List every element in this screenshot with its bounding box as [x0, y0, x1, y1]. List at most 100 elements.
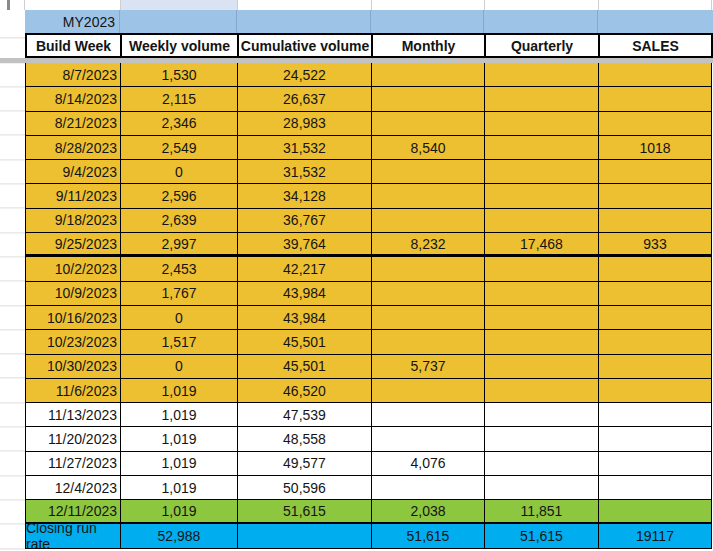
- monthly-cell[interactable]: [372, 282, 485, 305]
- closing-label-cell[interactable]: Closing run rate: [26, 524, 121, 548]
- cumulative-volume-cell[interactable]: 45,501: [238, 355, 372, 378]
- sales-cell[interactable]: [599, 330, 712, 353]
- column-header-cumulative-volume[interactable]: Cumulative volume: [239, 35, 373, 56]
- quarterly-cell[interactable]: [485, 452, 599, 475]
- column-header-weekly-volume[interactable]: Weekly volume: [122, 35, 239, 56]
- cumulative-volume-cell[interactable]: 48,558: [238, 427, 372, 450]
- weekly-volume-cell[interactable]: 2,549: [121, 136, 238, 159]
- cumulative-volume-cell[interactable]: 43,984: [238, 282, 372, 305]
- build-week-cell[interactable]: 12/4/2023: [26, 476, 121, 499]
- weekly-volume-cell[interactable]: 0: [121, 306, 238, 329]
- sales-cell[interactable]: [599, 306, 712, 329]
- weekly-volume-cell[interactable]: 1,019: [121, 500, 238, 521]
- quarterly-cell[interactable]: [485, 112, 599, 135]
- build-week-cell[interactable]: 10/23/2023: [26, 330, 121, 353]
- sales-cell[interactable]: [599, 500, 712, 521]
- monthly-cell[interactable]: [372, 160, 485, 183]
- monthly-cell[interactable]: [372, 87, 485, 110]
- weekly-volume-cell[interactable]: 2,346: [121, 112, 238, 135]
- quarterly-cell[interactable]: [485, 282, 599, 305]
- quarterly-cell[interactable]: [485, 306, 599, 329]
- sales-cell[interactable]: [599, 355, 712, 378]
- quarterly-cell[interactable]: [485, 355, 599, 378]
- title-cell-empty[interactable]: [484, 10, 598, 33]
- build-week-cell[interactable]: 11/27/2023: [26, 452, 121, 475]
- cumulative-volume-cell[interactable]: 31,532: [238, 136, 372, 159]
- sales-cell[interactable]: [599, 112, 712, 135]
- weekly-volume-cell[interactable]: 1,019: [121, 427, 238, 450]
- weekly-volume-cell[interactable]: 1,019: [121, 403, 238, 426]
- sales-cell[interactable]: [599, 160, 712, 183]
- build-week-cell[interactable]: 9/4/2023: [26, 160, 121, 183]
- cumulative-volume-cell[interactable]: 24,522: [238, 63, 372, 86]
- title-cell-empty[interactable]: [598, 10, 711, 33]
- weekly-volume-cell[interactable]: 1,019: [121, 476, 238, 499]
- column-header-sales[interactable]: SALES: [600, 35, 713, 56]
- column-header-monthly[interactable]: Monthly: [373, 35, 486, 56]
- closing-monthly-cell[interactable]: 51,615: [372, 524, 485, 548]
- weekly-volume-cell[interactable]: 1,517: [121, 330, 238, 353]
- monthly-cell[interactable]: [372, 306, 485, 329]
- build-week-cell[interactable]: 11/6/2023: [26, 379, 121, 402]
- cumulative-volume-cell[interactable]: 43,984: [238, 306, 372, 329]
- monthly-cell[interactable]: 4,076: [372, 452, 485, 475]
- cumulative-volume-cell[interactable]: 50,596: [238, 476, 372, 499]
- build-week-cell[interactable]: 10/16/2023: [26, 306, 121, 329]
- build-week-cell[interactable]: 8/7/2023: [26, 63, 121, 86]
- monthly-cell[interactable]: [372, 184, 485, 207]
- weekly-volume-cell[interactable]: 2,115: [121, 87, 238, 110]
- sales-cell[interactable]: [599, 452, 712, 475]
- quarterly-cell[interactable]: [485, 257, 599, 280]
- sales-cell[interactable]: [599, 87, 712, 110]
- monthly-cell[interactable]: [372, 257, 485, 280]
- build-week-cell[interactable]: 8/28/2023: [26, 136, 121, 159]
- quarterly-cell[interactable]: [485, 160, 599, 183]
- cumulative-volume-cell[interactable]: 34,128: [238, 184, 372, 207]
- quarterly-cell[interactable]: [485, 184, 599, 207]
- sales-cell[interactable]: [599, 427, 712, 450]
- build-week-cell[interactable]: 12/11/2023: [26, 500, 121, 521]
- column-header-build-week[interactable]: Build Week: [27, 35, 122, 56]
- monthly-cell[interactable]: [372, 209, 485, 232]
- monthly-cell[interactable]: 2,038: [372, 500, 485, 521]
- closing-quarterly-cell[interactable]: 51,615: [485, 524, 599, 548]
- sales-cell[interactable]: [599, 403, 712, 426]
- cumulative-volume-cell[interactable]: 51,615: [238, 500, 372, 521]
- cumulative-volume-cell[interactable]: 26,637: [238, 87, 372, 110]
- sales-cell[interactable]: [599, 282, 712, 305]
- closing-sales-cell[interactable]: 19117: [599, 524, 712, 548]
- build-week-cell[interactable]: 9/18/2023: [26, 209, 121, 232]
- quarterly-cell[interactable]: [485, 330, 599, 353]
- build-week-cell[interactable]: 10/2/2023: [26, 257, 121, 280]
- monthly-cell[interactable]: [372, 403, 485, 426]
- cumulative-volume-cell[interactable]: 45,501: [238, 330, 372, 353]
- quarterly-cell[interactable]: [485, 136, 599, 159]
- cumulative-volume-cell[interactable]: 46,520: [238, 379, 372, 402]
- quarterly-cell[interactable]: [485, 476, 599, 499]
- cumulative-volume-cell[interactable]: 49,577: [238, 452, 372, 475]
- weekly-volume-cell[interactable]: 1,019: [121, 452, 238, 475]
- cumulative-volume-cell[interactable]: 39,764: [238, 233, 372, 254]
- build-week-cell[interactable]: 10/9/2023: [26, 282, 121, 305]
- quarterly-cell[interactable]: [485, 379, 599, 402]
- weekly-volume-cell[interactable]: 2,453: [121, 257, 238, 280]
- quarterly-cell[interactable]: 11,851: [485, 500, 599, 521]
- title-cell-empty[interactable]: [371, 10, 484, 33]
- monthly-cell[interactable]: 8,232: [372, 233, 485, 254]
- build-week-cell[interactable]: 9/25/2023: [26, 233, 121, 254]
- weekly-volume-cell[interactable]: 0: [121, 160, 238, 183]
- cumulative-volume-cell[interactable]: 28,983: [238, 112, 372, 135]
- quarterly-cell[interactable]: [485, 209, 599, 232]
- monthly-cell[interactable]: 5,737: [372, 355, 485, 378]
- sales-cell[interactable]: 933: [599, 233, 712, 254]
- sales-cell[interactable]: [599, 63, 712, 86]
- closing-cumulative-cell[interactable]: [238, 524, 372, 548]
- build-week-cell[interactable]: 8/14/2023: [26, 87, 121, 110]
- quarterly-cell[interactable]: [485, 403, 599, 426]
- closing-weekly-cell[interactable]: 52,988: [121, 524, 238, 548]
- build-week-cell[interactable]: 8/21/2023: [26, 112, 121, 135]
- weekly-volume-cell[interactable]: 1,019: [121, 379, 238, 402]
- cumulative-volume-cell[interactable]: 47,539: [238, 403, 372, 426]
- quarterly-cell[interactable]: [485, 87, 599, 110]
- weekly-volume-cell[interactable]: 1,530: [121, 63, 238, 86]
